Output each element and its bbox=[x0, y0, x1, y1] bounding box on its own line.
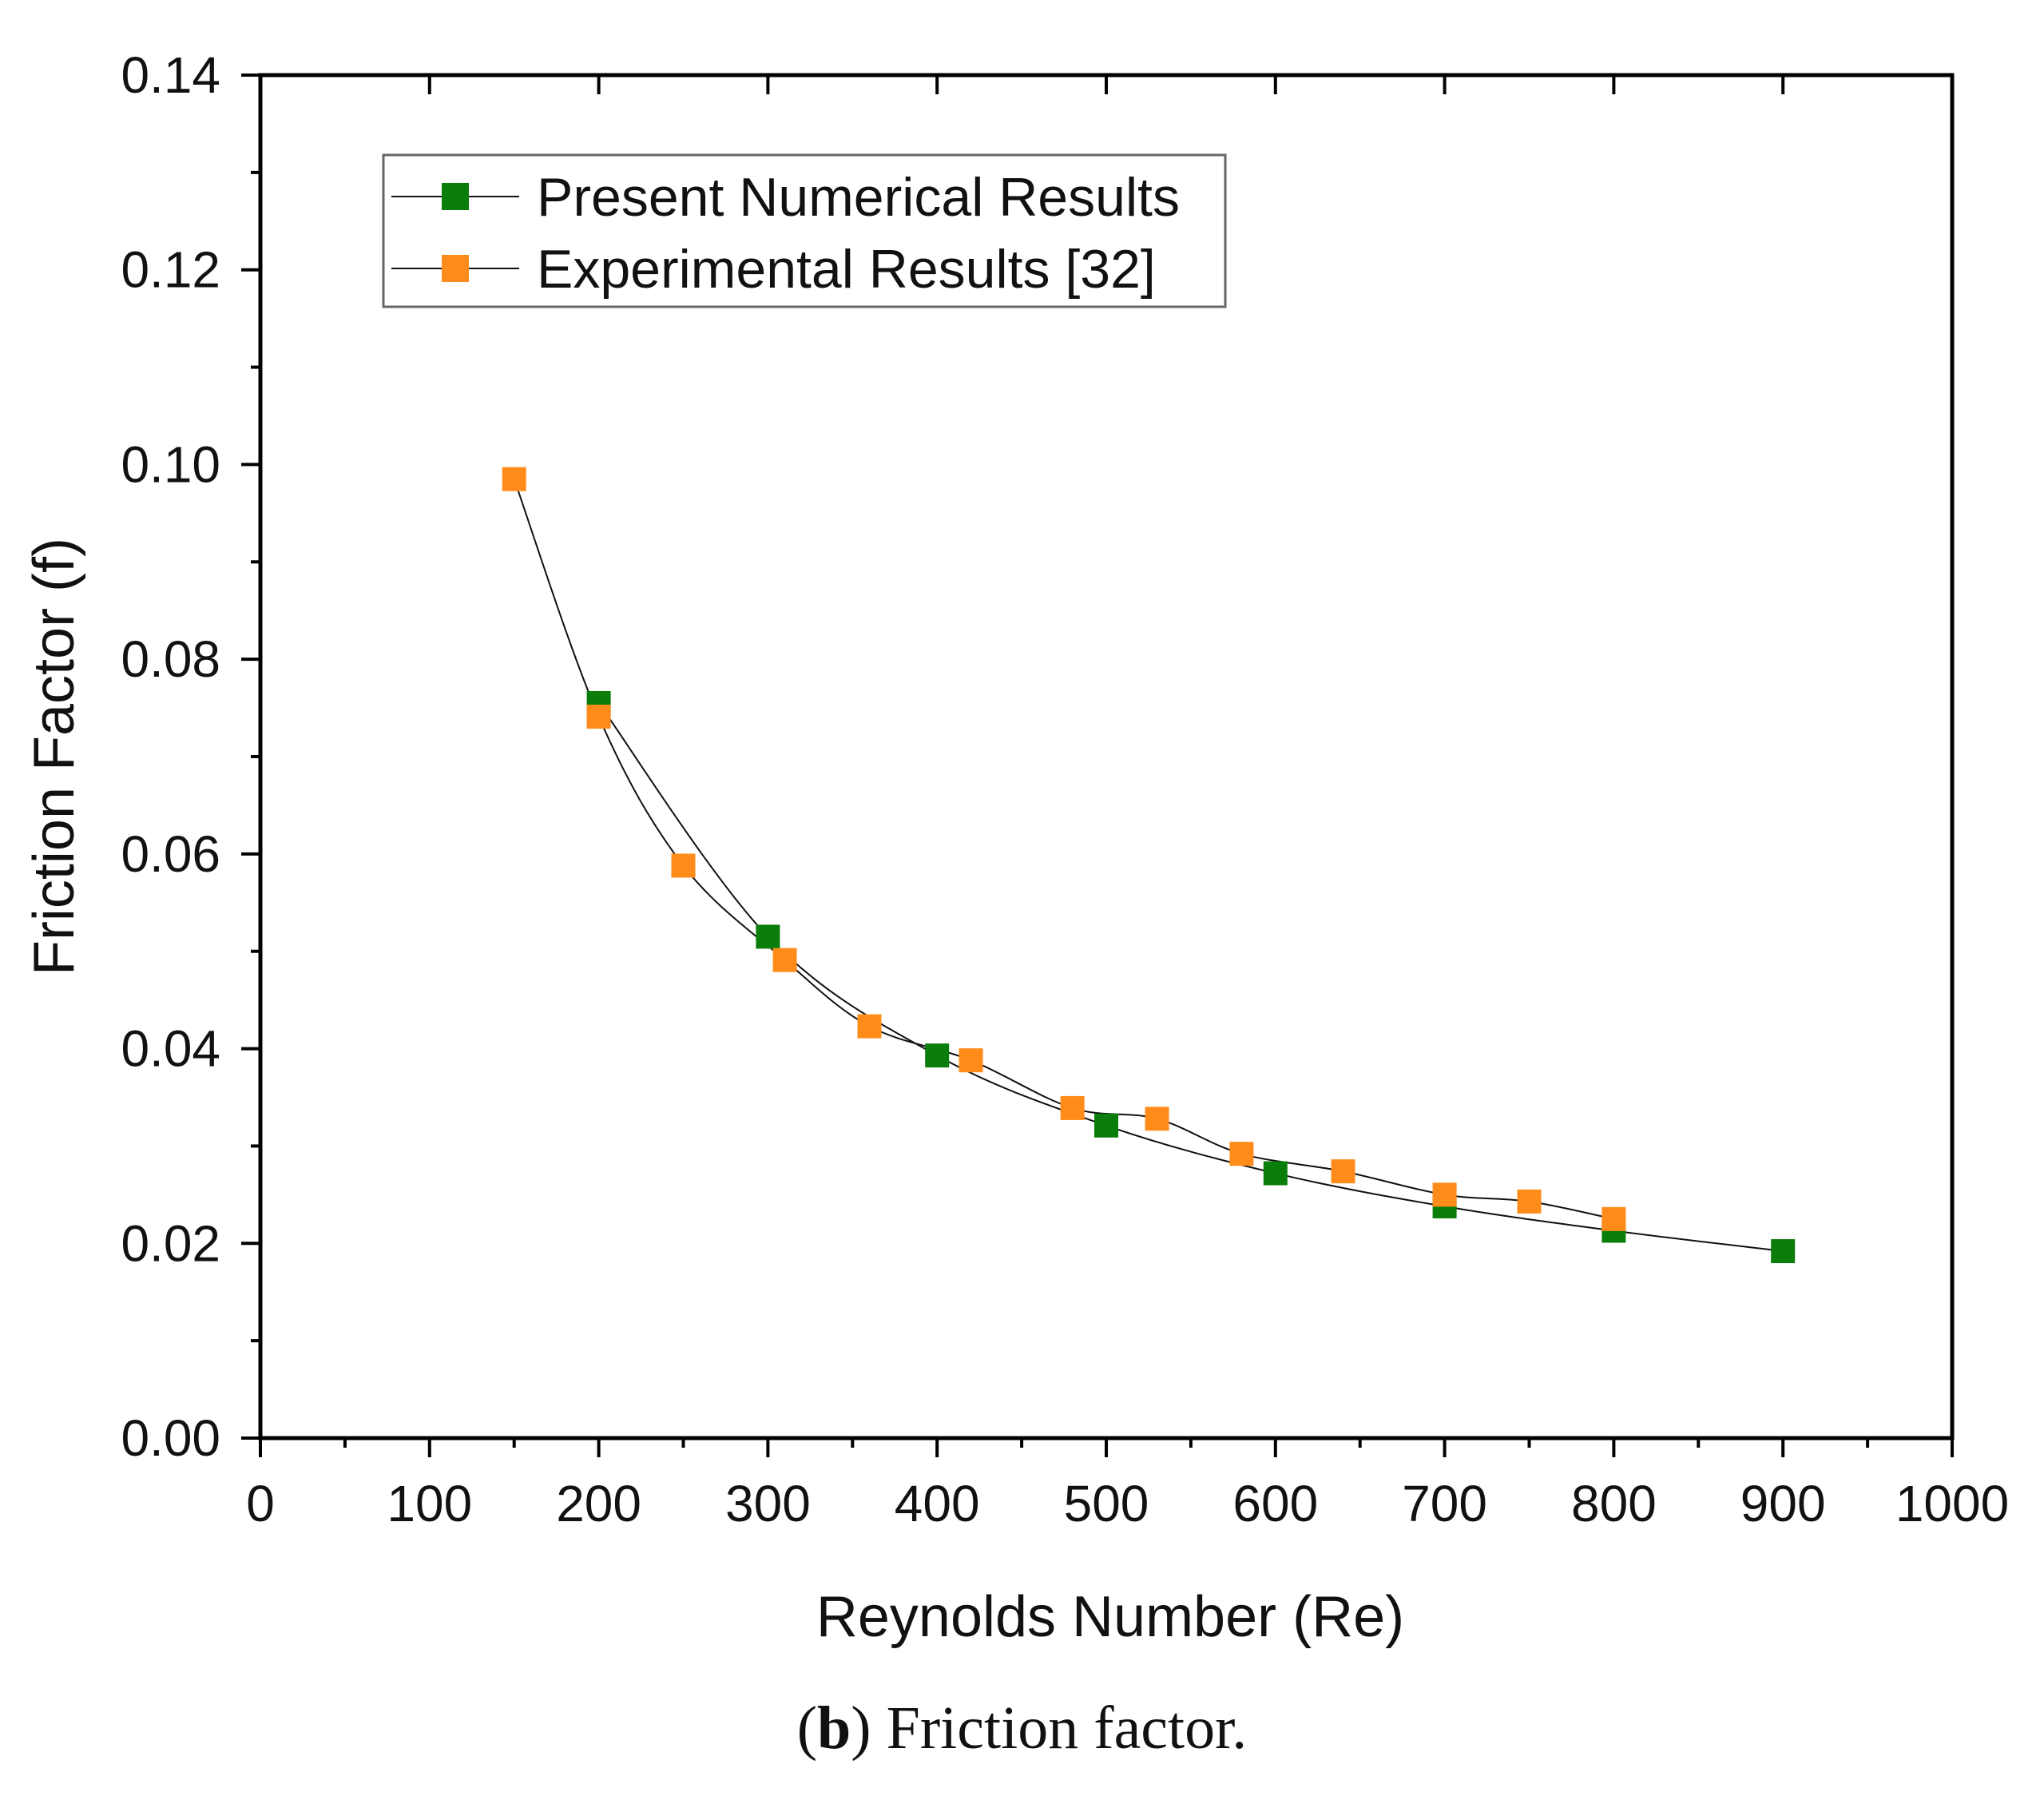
data-point-series-1 bbox=[1331, 1159, 1355, 1184]
x-tick-label: 0 bbox=[246, 1475, 275, 1532]
y-axis-label: Friction Factor (f) bbox=[22, 538, 86, 976]
legend-marker-0 bbox=[442, 183, 469, 210]
data-point-series-1 bbox=[586, 705, 611, 729]
y-tick-label: 0.00 bbox=[121, 1409, 220, 1467]
data-point-series-1 bbox=[671, 853, 696, 878]
x-tick-label: 200 bbox=[556, 1475, 641, 1532]
data-point-series-0 bbox=[1263, 1161, 1288, 1186]
figure-caption: (b) Friction factor. bbox=[796, 1695, 1248, 1762]
y-tick-label: 0.02 bbox=[121, 1214, 220, 1272]
x-tick-label: 300 bbox=[725, 1475, 811, 1532]
legend-label-0: Present Numerical Results bbox=[537, 167, 1180, 228]
y-tick-label: 0.06 bbox=[121, 825, 220, 883]
data-point-series-1 bbox=[958, 1048, 983, 1073]
y-tick-label: 0.10 bbox=[121, 435, 220, 493]
y-tick-label: 0.12 bbox=[121, 241, 220, 299]
legend-box bbox=[382, 153, 1227, 308]
data-point-series-0 bbox=[925, 1043, 950, 1068]
caption-label: b bbox=[817, 1695, 851, 1762]
series-line-0 bbox=[597, 702, 1784, 1253]
data-point-series-1 bbox=[1517, 1189, 1542, 1214]
legend-marker-1 bbox=[442, 255, 469, 282]
caption-text: Friction factor. bbox=[871, 1695, 1248, 1762]
data-point-series-1 bbox=[1229, 1142, 1254, 1166]
x-tick-label: 800 bbox=[1571, 1475, 1657, 1532]
data-point-series-1 bbox=[1145, 1107, 1169, 1131]
series-line-1 bbox=[513, 479, 1614, 1220]
y-tick-label: 0.14 bbox=[121, 46, 220, 104]
x-tick-label: 100 bbox=[387, 1475, 472, 1532]
y-tick-label: 0.04 bbox=[121, 1020, 220, 1078]
x-tick-label: 600 bbox=[1232, 1475, 1318, 1532]
x-tick-label: 900 bbox=[1740, 1475, 1826, 1532]
x-tick-label: 700 bbox=[1402, 1475, 1487, 1532]
x-axis-label: Reynolds Number (Re) bbox=[816, 1585, 1404, 1649]
data-point-series-0 bbox=[1094, 1113, 1118, 1138]
data-point-series-1 bbox=[857, 1014, 882, 1039]
x-tick-label: 400 bbox=[895, 1475, 980, 1532]
data-point-series-1 bbox=[1060, 1095, 1085, 1120]
data-point-series-1 bbox=[1601, 1206, 1626, 1231]
y-tick-label: 0.08 bbox=[121, 630, 220, 688]
data-point-series-1 bbox=[502, 467, 526, 491]
x-tick-label: 1000 bbox=[1895, 1475, 2009, 1532]
data-point-series-0 bbox=[756, 924, 780, 949]
x-tick-label: 500 bbox=[1064, 1475, 1149, 1532]
legend-label-1: Experimental Results [32] bbox=[537, 239, 1156, 300]
data-point-series-0 bbox=[1771, 1239, 1796, 1264]
data-point-series-1 bbox=[772, 948, 797, 972]
data-point-series-1 bbox=[1432, 1182, 1457, 1207]
